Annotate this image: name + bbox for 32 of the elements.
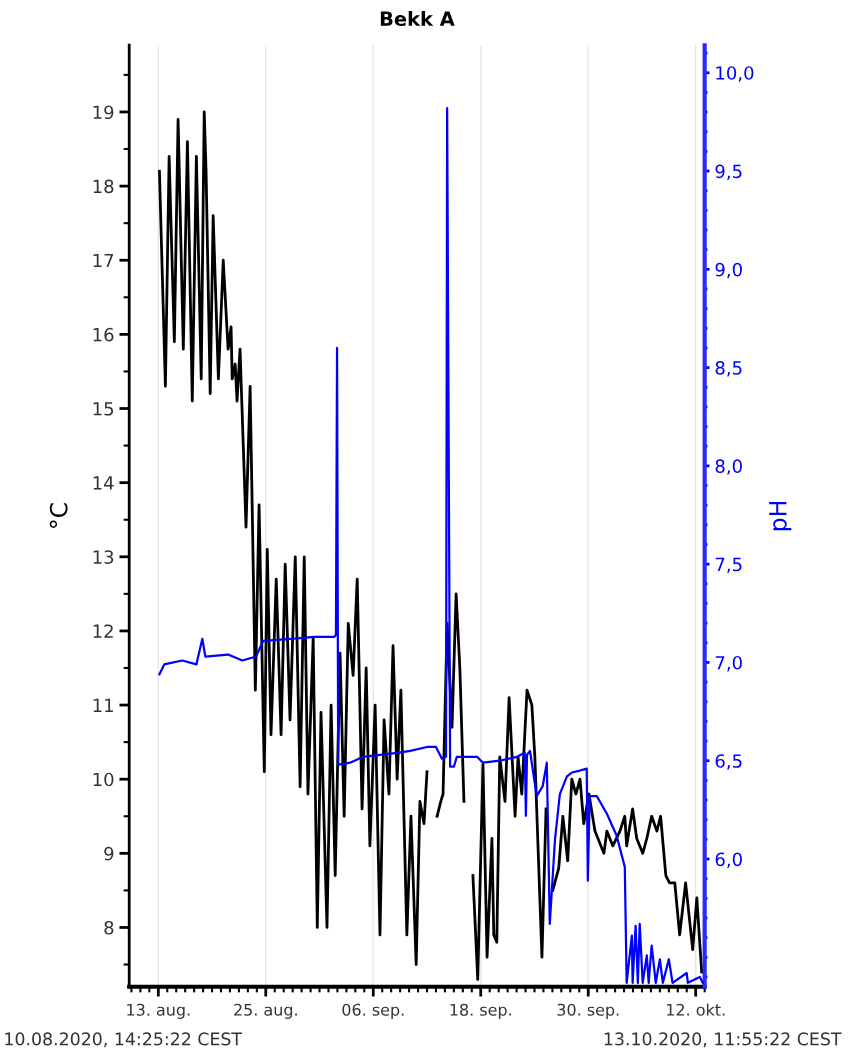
y-tick-label: 16 (93, 327, 114, 342)
y-tick-label: 8 (104, 920, 114, 935)
y2-tick-label: 6,0 (715, 852, 742, 868)
y-tick-label: 18 (93, 179, 114, 194)
y-tick-label: 10 (93, 772, 114, 787)
y2-tick-label: 8,5 (715, 361, 742, 377)
text: 13.10.2020, 11:55:22 CEST (604, 1032, 842, 1048)
y-tick-label: 9 (104, 846, 114, 861)
y2-tick-label: 9,5 (715, 164, 742, 180)
y-tick-label: 15 (93, 402, 114, 416)
y2-tick-label: 7,0 (715, 655, 742, 672)
chart-title: Bekk A (380, 11, 455, 27)
y-tick-label: 19 (93, 105, 114, 120)
y-tick-label: 14 (93, 476, 114, 490)
x-tick-label: 18. sep. (450, 1003, 511, 1019)
y-axis-title: °C (49, 503, 68, 528)
y-tick-label: 12 (93, 624, 113, 638)
x-tick-label: 30. sep. (557, 1003, 619, 1019)
y-tick-label: 11 (93, 698, 113, 712)
y2-tick-label: 9,0 (715, 262, 742, 279)
y2-tick-label: 8,0 (715, 459, 742, 475)
x-tick-label: 13. aug. (127, 1003, 190, 1019)
y-tick-label: 13 (93, 550, 114, 564)
y2-tick-label: 7,5 (715, 557, 742, 574)
x-tick-label: 25. aug. (234, 1003, 297, 1019)
text: 10.08.2020, 14:25:22 CEST (5, 1032, 243, 1048)
x-tick-label: 12. okt. (667, 1003, 725, 1016)
x-tick-label: 06. sep. (342, 1003, 404, 1019)
y2-axis-title: pH (769, 501, 792, 531)
y-tick-label: 17 (93, 253, 114, 268)
y2-tick-label: 10,0 (716, 66, 754, 82)
y2-tick-label: 6,5 (715, 754, 742, 770)
